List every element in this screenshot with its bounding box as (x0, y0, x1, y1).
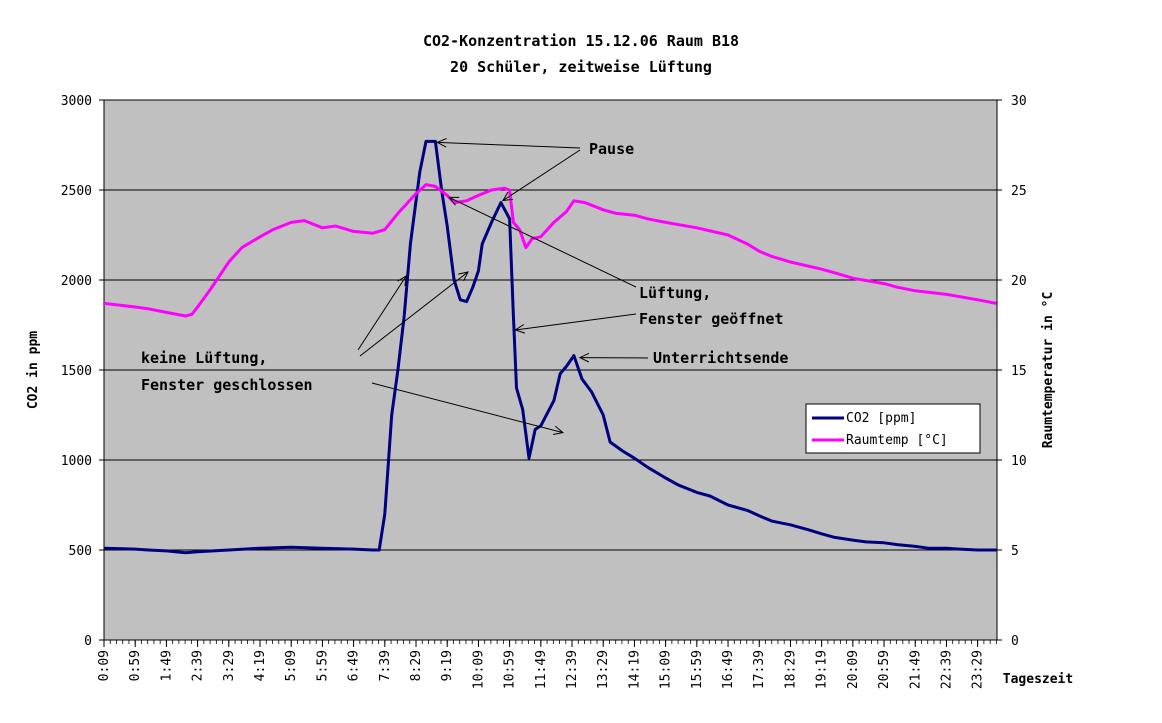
y-tick-label: 0 (84, 634, 92, 649)
arrow-pause-1 (437, 141, 581, 149)
legend: CO2 [ppm] Raumtemp [°C] (805, 403, 981, 454)
legend-label-co2: CO2 [ppm] (846, 411, 916, 426)
legend-label-temp: Raumtemp [°C] (846, 433, 948, 448)
annotation-unterrichtsende: Unterrichtsende (653, 349, 788, 367)
series-line-temp (103, 183, 997, 318)
y2-tick-label: 0 (1011, 634, 1019, 649)
y2-tick-label: 5 (1011, 544, 1019, 559)
axes: 0 500 1000 1500 2000 2500 3000 0 5 10 15 20 25 30 0:09… (61, 94, 1027, 689)
y2-axis-label: Raumtemperatur in °C (1041, 292, 1056, 449)
x-tick-label: 0:09 (97, 650, 112, 681)
x-tick-label: 15:09 (659, 650, 674, 689)
arrow-keine-lueftung-3 (371, 382, 564, 434)
x-axis-label: Tageszeit (1003, 672, 1073, 687)
x-tick-label: 10:59 (503, 650, 518, 689)
arrow-keine-lueftung-3-head (553, 425, 565, 436)
y-tick-label: 1500 (61, 364, 92, 379)
x-tick-label: 23:29 (971, 650, 986, 689)
x-tick-label: 17:39 (752, 650, 767, 689)
annotation-lueftung: Lüftung, (639, 284, 711, 302)
x-tick-label: 9:19 (440, 650, 455, 681)
y2-tick-label: 25 (1011, 184, 1027, 199)
x-tick-label: 11:49 (534, 650, 549, 689)
series-lines (103, 139, 997, 555)
x-tick-label: 2:39 (191, 650, 206, 681)
annotation-arrows (357, 137, 649, 436)
x-tick-label: 12:39 (565, 650, 580, 689)
x-tick-label: 0:59 (128, 650, 143, 681)
chart-title: CO2-Konzentration 15.12.06 Raum B18 (423, 32, 739, 50)
annotation-fenster-geoeffnet: Fenster geöffnet (639, 310, 784, 328)
x-tick-label: 4:19 (253, 650, 268, 681)
y-tick-label: 2500 (61, 184, 92, 199)
x-tick-label: 3:29 (222, 650, 237, 681)
x-tick-label: 15:59 (690, 650, 705, 689)
arrow-pause-2-head (501, 191, 513, 202)
x-tick-label: 10:09 (471, 650, 486, 689)
legend-box (805, 403, 981, 454)
arrow-lueftung-2-head (514, 324, 526, 334)
chart-subtitle: 20 Schüler, zeitweise Lüftung (450, 58, 712, 76)
x-tick-label: 5:09 (284, 650, 299, 681)
y-tick-label: 1000 (61, 454, 92, 469)
y2-tick-label: 20 (1011, 274, 1027, 289)
x-tick-label: 7:39 (378, 650, 393, 681)
x-tick-label: 19:19 (815, 650, 830, 689)
y-axis-label: CO2 in ppm (26, 331, 41, 409)
y2-tick-label: 10 (1011, 454, 1027, 469)
x-tick-label: 1:49 (159, 650, 174, 681)
x-tick-label: 14:19 (627, 650, 642, 689)
x-tick-label: 16:49 (721, 650, 736, 689)
arrow-keine-lueftung-2-head (458, 271, 469, 282)
annotation-fenster-geschlossen: Fenster geschlossen (141, 376, 313, 394)
y-tick-label: 3000 (61, 94, 92, 109)
arrow-keine-lueftung-1 (357, 275, 407, 351)
arrow-lueftung-1 (449, 196, 637, 288)
x-tick-label: 18:29 (783, 650, 798, 689)
x-tick-label: 22:39 (939, 650, 954, 689)
y2-tick-label: 15 (1011, 364, 1027, 379)
arrow-keine-lueftung-2 (359, 271, 469, 357)
arrow-unterrichtsende-head (578, 352, 590, 363)
y-tick-label: 2000 (61, 274, 92, 289)
x-tick-label: 20:59 (877, 650, 892, 689)
series-line-co2 (103, 139, 997, 555)
arrow-keine-lueftung-1-head (397, 275, 407, 286)
x-tick-label: 21:49 (908, 650, 923, 689)
annotation-keine-lueftung: keine Lüftung, (141, 349, 267, 367)
x-tick-label: 6:49 (347, 650, 362, 681)
arrow-pause-1-head (436, 137, 447, 148)
annotation-pause: Pause (589, 140, 634, 158)
y2-tick-label: 30 (1011, 94, 1027, 109)
x-tick-label: 8:29 (409, 650, 424, 681)
arrow-lueftung-2 (515, 313, 637, 331)
arrow-pause-2 (502, 149, 581, 202)
arrow-lueftung-1-head (448, 196, 460, 206)
y-tick-label: 500 (69, 544, 92, 559)
x-tick-label: 5:59 (315, 650, 330, 681)
x-tick-label: 13:29 (596, 650, 611, 689)
x-tick-label: 20:09 (846, 650, 861, 689)
